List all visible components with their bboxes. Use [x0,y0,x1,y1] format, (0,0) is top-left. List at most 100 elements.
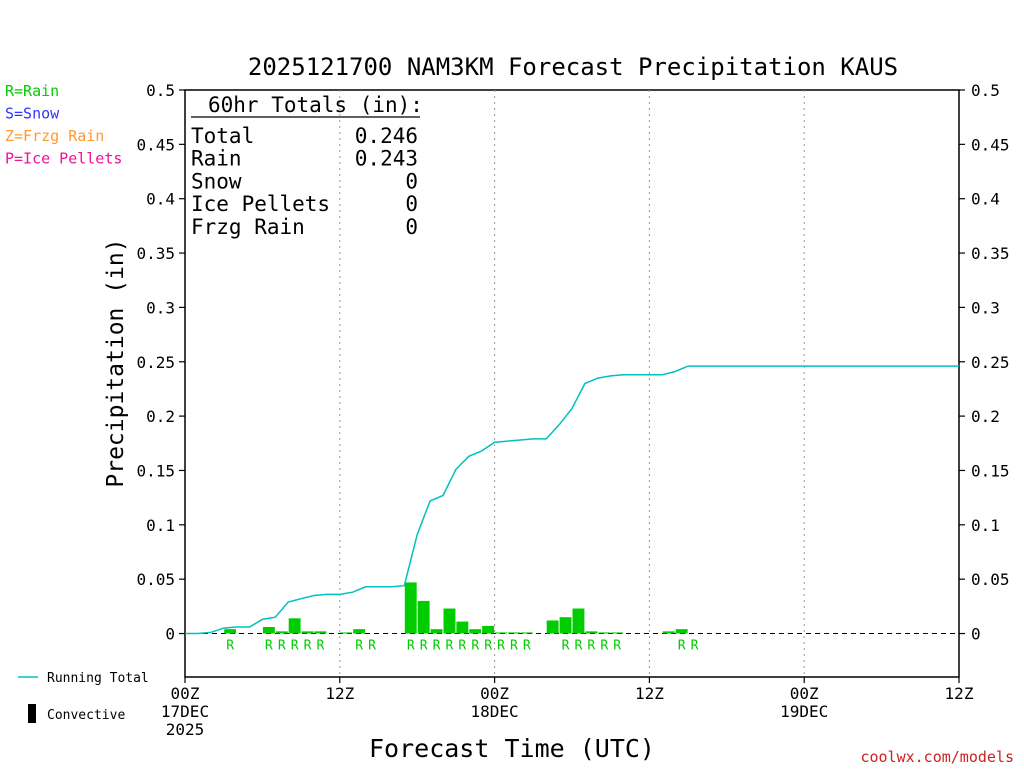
x-tick-label: 00Z [790,684,819,703]
y-tick-label: 0.3 [971,298,1000,317]
precip-bar [662,631,675,634]
y-tick-label: 0.35 [136,244,175,263]
precip-key-entry: P=Ice Pellets [5,150,122,168]
precip-type-marker: R [613,639,621,654]
y-tick-label: 0.45 [971,135,1010,154]
running-total-legend: Running Total [18,671,149,686]
x-axis-label: Forecast Time (UTC) [369,734,655,763]
precip-type-marker: R [317,639,325,654]
precip-bar [482,625,495,634]
precip-type-marker: R [587,639,595,654]
precip-type-key: R=Rain S=Snow Z=Frzg Rain P=Ice Pellets [5,82,122,168]
precip-bar [456,621,469,634]
totals-row-label: Rain [191,147,242,171]
y-tick-label: 0 [971,625,981,644]
precip-bar [275,631,288,634]
y-tick-label: 0.45 [136,135,175,154]
totals-row-value: 0 [405,215,418,239]
running-total-line [185,365,959,635]
totals-box: 60hr Totals (in): Total 0.246 Rain 0.243 Sno… [191,93,423,239]
convective-swatch [28,704,36,723]
chart-title: 2025121700 NAM3KM Forecast Precipitation… [248,53,898,81]
y-tick-label: 0.5 [971,81,1000,100]
precip-bar [404,582,417,634]
y-axis-label: Precipitation (in) [103,238,129,487]
precip-type-marker: R [278,639,286,654]
precip-type-marker: R [510,639,518,654]
x-tick-label: 18DEC [471,702,519,721]
totals-row-label: Total [191,124,254,148]
y-tick-label: 0.5 [146,81,175,100]
precip-type-marker: R [678,639,686,654]
precip-type-marker: R [446,639,454,654]
totals-row-label: Snow [191,169,242,193]
precip-type-marker: R [523,639,531,654]
precip-type-marker: R [691,639,699,654]
y-tick-label: 0.25 [971,353,1010,372]
totals-heading: 60hr Totals (in): [208,93,423,117]
precip-bar [443,608,456,634]
totals-row-label: Ice Pellets [191,192,330,216]
precip-type-marker: R [562,639,570,654]
precip-bar [469,629,482,634]
precip-bar [224,629,237,634]
vertical-grid [339,90,805,677]
precip-bar [495,632,507,634]
precip-bar [546,620,559,634]
precip-bar [611,632,624,634]
x-tick-label: 17DEC [161,702,209,721]
precip-bar [508,632,520,634]
running-total-legend-label: Running Total [47,671,149,686]
y-axis-right: 0 0.05 0.1 0.15 0.2 0.25 0.3 0.35 0.4 0.45 0.5 [959,81,1010,644]
totals-row-value: 0 [405,169,418,193]
y-tick-label: 0 [165,625,175,644]
x-tick-label: 2025 [166,720,205,739]
precip-type-marker: R [265,639,273,654]
precip-type-marker: R [575,639,583,654]
x-tick-label: 00Z [171,684,200,703]
precip-bar [430,629,443,634]
x-tick-label: 12Z [945,684,974,703]
precip-key-entry: S=Snow [5,105,60,123]
y-tick-label: 0.2 [146,407,175,426]
y-tick-label: 0.4 [146,190,175,209]
precip-bar [520,632,533,634]
x-tick-label: 00Z [480,684,509,703]
y-tick-label: 0.1 [146,516,175,535]
hourly-precip-bars [224,582,688,634]
precip-bar [288,618,301,634]
precip-bar [301,631,314,634]
precip-type-marker: R [304,639,312,654]
totals-row-label: Frzg Rain [191,215,305,239]
precip-bar [585,631,598,634]
precip-bar [675,629,688,634]
precip-type-marker: R [420,639,428,654]
y-tick-label: 0.2 [971,407,1000,426]
precip-bar [340,632,353,634]
y-tick-label: 0.1 [971,516,1000,535]
y-axis-left: 0 0.05 0.1 0.15 0.2 0.25 0.3 0.35 0.4 0.45 0.5 [136,81,185,644]
plot-frame [184,89,960,678]
precip-type-marker: R [484,639,492,654]
precip-bar [417,600,430,634]
y-tick-label: 0.05 [136,570,175,589]
precip-type-marker: R [368,639,376,654]
precip-key-entry: R=Rain [5,82,59,100]
precip-type-marker: R [226,639,234,654]
precip-type-marker: R [355,639,363,654]
convective-legend: Convective [28,704,125,723]
y-tick-label: 0.05 [971,570,1010,589]
x-tick-label: 19DEC [780,702,828,721]
y-tick-label: 0.15 [136,461,175,480]
precip-bar [314,631,327,634]
precip-key-entry: Z=Frzg Rain [5,127,104,145]
precip-bar [353,629,366,634]
precip-bar [559,617,572,634]
credit-text: coolwx.com/models [860,748,1014,766]
x-tick-label: 12Z [635,684,664,703]
y-tick-label: 0.15 [971,461,1010,480]
y-tick-label: 0.4 [971,190,1000,209]
